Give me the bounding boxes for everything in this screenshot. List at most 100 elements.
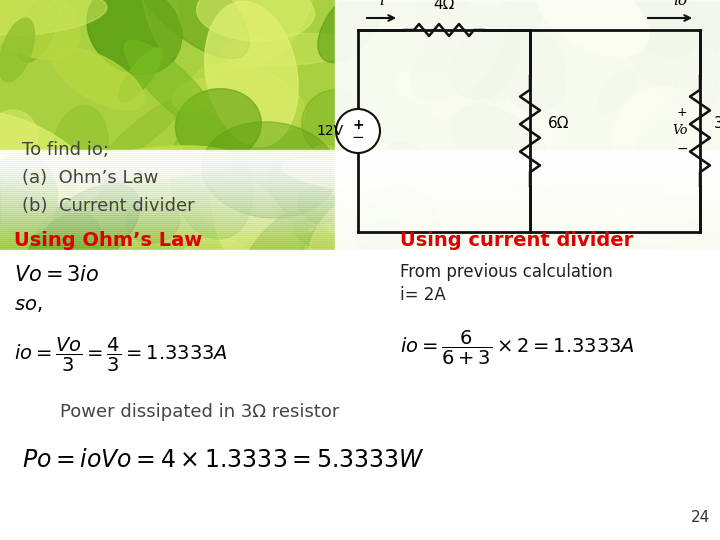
- Bar: [0, 244, 720, 246]
- Ellipse shape: [17, 0, 56, 62]
- Bar: [0, 166, 720, 168]
- Bar: [0, 210, 720, 212]
- Bar: [0, 182, 720, 184]
- Ellipse shape: [0, 153, 58, 236]
- Ellipse shape: [53, 48, 144, 110]
- Text: (b)  Current divider: (b) Current divider: [22, 197, 194, 215]
- Ellipse shape: [126, 199, 180, 243]
- Bar: [0, 220, 720, 222]
- Text: io: io: [673, 0, 687, 8]
- Bar: [0, 236, 720, 238]
- Ellipse shape: [0, 180, 46, 273]
- Bar: [0, 180, 720, 182]
- Ellipse shape: [268, 151, 409, 238]
- Ellipse shape: [276, 210, 357, 264]
- Ellipse shape: [451, 105, 550, 190]
- Ellipse shape: [0, 0, 61, 42]
- Ellipse shape: [472, 100, 548, 179]
- Bar: [0, 152, 720, 154]
- Text: 3Ω: 3Ω: [714, 116, 720, 131]
- Bar: [0, 178, 720, 180]
- Bar: [0, 172, 720, 174]
- Ellipse shape: [0, 0, 107, 35]
- Bar: [0, 168, 720, 170]
- Bar: [0, 214, 720, 216]
- Text: To find io;: To find io;: [22, 141, 109, 159]
- Ellipse shape: [672, 119, 720, 198]
- Ellipse shape: [307, 200, 375, 287]
- Ellipse shape: [630, 1, 701, 66]
- Bar: [0, 186, 720, 188]
- Ellipse shape: [505, 65, 558, 175]
- Text: From previous calculation: From previous calculation: [400, 263, 613, 281]
- Text: Using current divider: Using current divider: [400, 231, 634, 249]
- Ellipse shape: [28, 184, 140, 279]
- Ellipse shape: [522, 158, 668, 210]
- Bar: [0, 250, 720, 252]
- Ellipse shape: [192, 64, 305, 134]
- Bar: [0, 156, 720, 158]
- Bar: [0, 164, 720, 166]
- Ellipse shape: [624, 0, 720, 77]
- Ellipse shape: [516, 123, 572, 188]
- Bar: [0, 218, 720, 220]
- Bar: [0, 228, 720, 230]
- Ellipse shape: [415, 0, 470, 30]
- Ellipse shape: [298, 187, 339, 223]
- Ellipse shape: [613, 161, 693, 244]
- Ellipse shape: [22, 213, 102, 299]
- Bar: [0, 190, 720, 192]
- Bar: [0, 246, 720, 248]
- Bar: [0, 268, 720, 270]
- Bar: [0, 232, 720, 234]
- Text: Power dissipated in 3Ω resistor: Power dissipated in 3Ω resistor: [60, 403, 339, 421]
- Bar: [0, 196, 720, 198]
- Ellipse shape: [598, 71, 636, 113]
- Text: +: +: [352, 118, 364, 132]
- Ellipse shape: [318, 0, 383, 63]
- Ellipse shape: [225, 0, 315, 69]
- Ellipse shape: [235, 212, 308, 307]
- Bar: [0, 242, 720, 244]
- Ellipse shape: [356, 184, 439, 267]
- Bar: [0, 226, 720, 228]
- Text: −: −: [676, 142, 688, 156]
- Bar: [0, 250, 720, 540]
- Ellipse shape: [302, 90, 369, 157]
- Ellipse shape: [0, 110, 37, 163]
- Bar: [0, 194, 720, 196]
- Ellipse shape: [125, 40, 219, 132]
- Ellipse shape: [633, 115, 720, 210]
- Ellipse shape: [197, 0, 315, 41]
- Bar: [0, 204, 720, 206]
- Ellipse shape: [212, 174, 305, 303]
- Bar: [0, 206, 720, 208]
- Bar: [0, 170, 720, 172]
- Bar: [0, 202, 720, 204]
- Bar: [0, 254, 720, 256]
- Ellipse shape: [395, 71, 456, 104]
- Bar: [0, 158, 720, 160]
- Text: $io = \dfrac{6}{6+3} \times 2 = 1.3333A$: $io = \dfrac{6}{6+3} \times 2 = 1.3333A$: [400, 329, 635, 367]
- Ellipse shape: [0, 111, 99, 203]
- Bar: [0, 192, 720, 194]
- Text: 6Ω: 6Ω: [548, 116, 570, 131]
- Ellipse shape: [174, 238, 249, 295]
- Circle shape: [336, 109, 380, 153]
- Bar: [0, 252, 720, 254]
- Ellipse shape: [169, 124, 253, 239]
- Text: 12V: 12V: [316, 124, 343, 138]
- Ellipse shape: [449, 30, 519, 99]
- Ellipse shape: [613, 86, 701, 178]
- Ellipse shape: [51, 106, 109, 197]
- Ellipse shape: [505, 60, 566, 112]
- Bar: [0, 266, 720, 268]
- Ellipse shape: [627, 91, 720, 240]
- Ellipse shape: [0, 0, 80, 59]
- Ellipse shape: [176, 89, 261, 161]
- Bar: [0, 238, 720, 240]
- Text: $io = \dfrac{Vo}{3} = \dfrac{4}{3} = 1.3333A$: $io = \dfrac{Vo}{3} = \dfrac{4}{3} = 1.3…: [14, 336, 228, 374]
- Ellipse shape: [87, 0, 181, 75]
- Bar: [0, 0, 720, 270]
- Bar: [0, 256, 720, 258]
